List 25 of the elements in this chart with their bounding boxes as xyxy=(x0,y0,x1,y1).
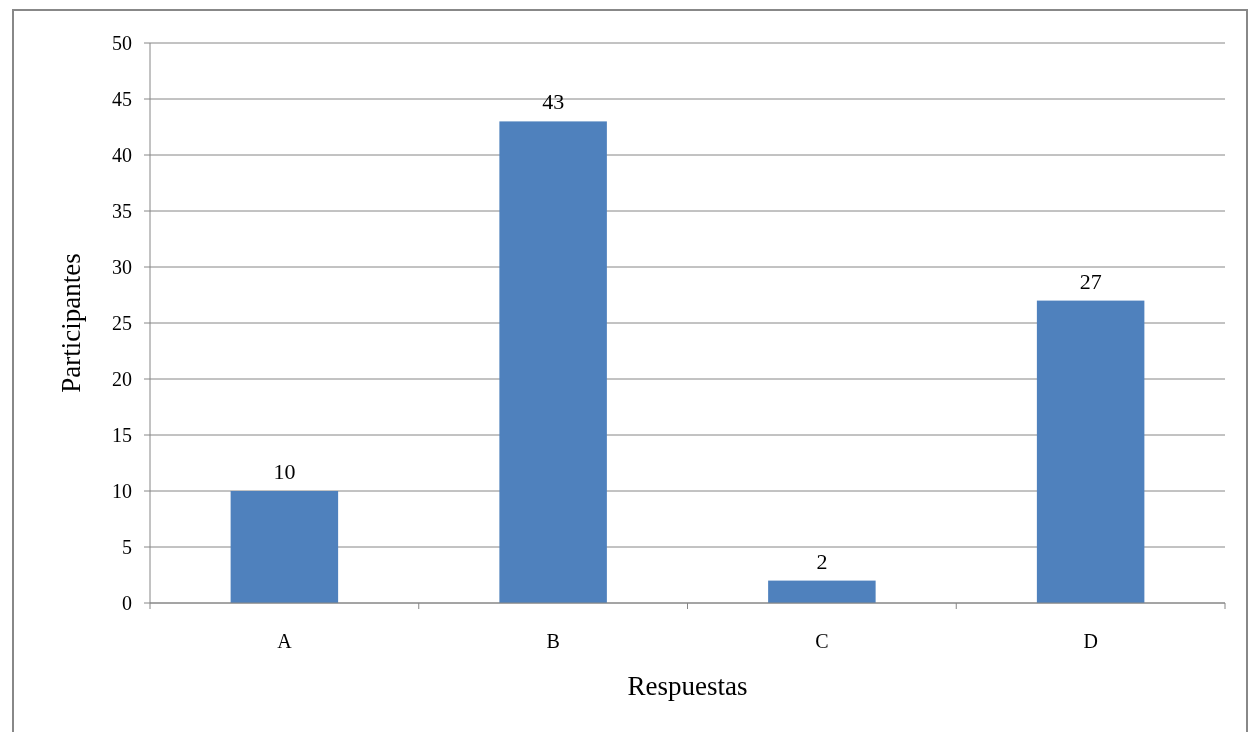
y-tick-label: 35 xyxy=(112,200,132,222)
y-tick-label: 10 xyxy=(112,480,132,502)
y-tick-label: 15 xyxy=(112,424,132,446)
y-tick-label: 0 xyxy=(122,592,132,614)
y-axis-title: Participantes xyxy=(56,253,86,393)
data-label: 27 xyxy=(1079,268,1102,294)
y-tick-label: 50 xyxy=(112,32,132,54)
y-tick-label: 30 xyxy=(112,256,132,278)
y-tick-label: 45 xyxy=(112,88,132,110)
y-tick-label: 25 xyxy=(112,312,132,334)
x-tick-label: C xyxy=(815,630,829,652)
bar xyxy=(499,121,607,603)
data-label: 2 xyxy=(816,548,828,574)
bar xyxy=(230,491,339,603)
y-tick-label: 5 xyxy=(122,536,132,558)
y-tick-label: 40 xyxy=(112,144,132,166)
data-label: 10 xyxy=(273,459,296,484)
bar xyxy=(1036,300,1145,603)
x-tick-label: A xyxy=(277,630,293,652)
y-tick-label: 20 xyxy=(112,368,132,390)
data-label: 43 xyxy=(542,89,565,115)
x-axis-title: Respuestas xyxy=(627,671,748,701)
bar xyxy=(768,580,876,603)
x-tick-label: B xyxy=(546,630,560,652)
x-tick-label: D xyxy=(1083,630,1098,652)
